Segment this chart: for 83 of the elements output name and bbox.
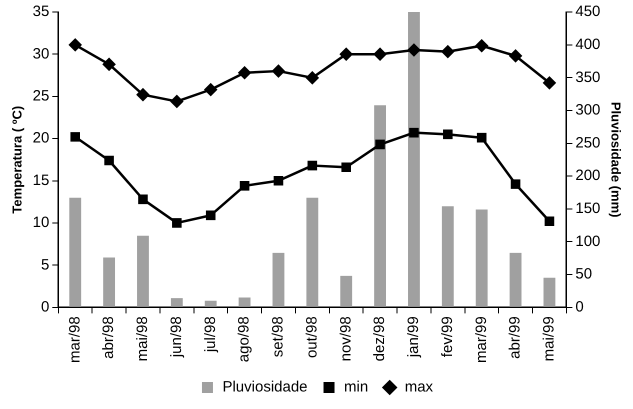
x-tick-label: fev/99 bbox=[438, 316, 456, 358]
x-tick-label: mai/99 bbox=[540, 316, 558, 362]
point bbox=[475, 40, 488, 52]
bar bbox=[103, 257, 116, 307]
x-tick-label: jan/99 bbox=[405, 316, 422, 358]
x-tick-label: jul/98 bbox=[202, 316, 219, 354]
point bbox=[340, 48, 352, 60]
point bbox=[442, 45, 454, 58]
point bbox=[68, 38, 82, 52]
y2-tick-label: 400 bbox=[575, 36, 600, 53]
y-tick-label: 20 bbox=[32, 130, 50, 147]
bar bbox=[69, 198, 82, 307]
y-tick-label: 25 bbox=[32, 88, 50, 105]
y-tick-label: 10 bbox=[32, 214, 50, 232]
x-tick-label: mai/98 bbox=[134, 316, 152, 362]
bar bbox=[272, 252, 284, 307]
y2-axis-title: Pluviosidade (mm) bbox=[608, 102, 624, 218]
bar bbox=[374, 105, 386, 307]
point bbox=[409, 128, 419, 138]
bar bbox=[340, 276, 352, 307]
y2-tick-label: 200 bbox=[575, 167, 600, 184]
y2-tick-label: 250 bbox=[575, 134, 600, 152]
point bbox=[274, 176, 284, 186]
y2-tick-label: 150 bbox=[575, 200, 600, 218]
x-tick-label: mar/98 bbox=[66, 316, 84, 364]
point bbox=[544, 216, 554, 226]
point bbox=[102, 58, 116, 71]
bar bbox=[510, 252, 522, 307]
bar bbox=[204, 300, 217, 307]
y-tick-label: 5 bbox=[40, 256, 50, 274]
point bbox=[206, 210, 216, 220]
y2-tick-label: 0 bbox=[575, 298, 584, 316]
legend-label: Pluviosidade bbox=[222, 378, 308, 396]
y-tick-label: 30 bbox=[32, 45, 50, 62]
legend-label: min bbox=[344, 378, 368, 396]
point bbox=[204, 83, 217, 96]
point bbox=[443, 130, 453, 140]
x-tick-label: set/98 bbox=[270, 316, 287, 358]
point bbox=[170, 95, 184, 108]
bar bbox=[170, 298, 183, 307]
bar bbox=[476, 210, 488, 307]
y2-tick-label: 300 bbox=[575, 102, 600, 119]
point bbox=[476, 132, 486, 143]
bar bbox=[238, 297, 251, 307]
point bbox=[509, 50, 522, 62]
y2-tick-label: 50 bbox=[575, 266, 592, 283]
bar bbox=[408, 12, 420, 307]
point bbox=[375, 140, 385, 150]
x-tick-label: out/98 bbox=[303, 316, 320, 358]
bar bbox=[442, 206, 454, 307]
x-tick-label: abr/98 bbox=[100, 316, 118, 359]
point bbox=[308, 160, 318, 170]
point bbox=[240, 181, 250, 191]
x-tick-label: mar/99 bbox=[472, 316, 490, 364]
y-tick-label: 35 bbox=[32, 3, 50, 20]
point bbox=[543, 76, 556, 90]
point bbox=[136, 88, 150, 101]
bar bbox=[137, 236, 149, 307]
y2-tick-label: 350 bbox=[575, 68, 600, 86]
y2-tick-label: 450 bbox=[575, 3, 600, 20]
point bbox=[70, 132, 80, 142]
x-tick-label: abr/99 bbox=[506, 316, 524, 359]
x-tick-label: dez/98 bbox=[371, 316, 388, 362]
y2-tick-label: 100 bbox=[575, 232, 600, 250]
point bbox=[374, 48, 386, 60]
point bbox=[408, 44, 420, 56]
point bbox=[138, 194, 148, 204]
y-axis-title: Temperatura ( ºC) bbox=[9, 106, 24, 214]
point bbox=[306, 72, 319, 84]
point bbox=[172, 218, 182, 228]
point bbox=[341, 162, 351, 172]
x-tick-label: nov/98 bbox=[337, 316, 354, 362]
point bbox=[104, 156, 114, 166]
legend-label: max bbox=[404, 378, 434, 396]
x-tick-label: ago/98 bbox=[236, 316, 253, 362]
bar bbox=[306, 198, 318, 307]
point bbox=[238, 66, 251, 79]
point bbox=[272, 64, 285, 78]
y-tick-label: 15 bbox=[32, 172, 50, 189]
point bbox=[510, 179, 520, 189]
x-tick-label: jun/98 bbox=[168, 316, 185, 358]
y-tick-label: 0 bbox=[40, 298, 50, 316]
bar bbox=[544, 278, 556, 307]
